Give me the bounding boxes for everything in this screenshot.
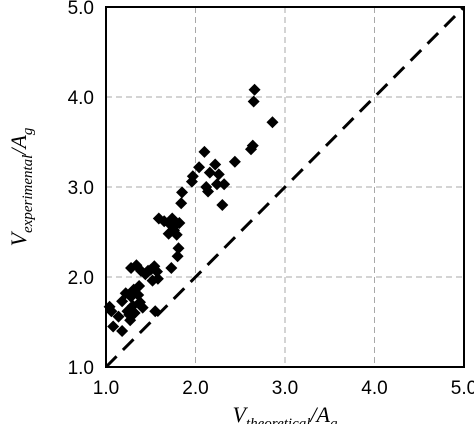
y-tick-label-4: 5.0 bbox=[68, 0, 94, 19]
data-point-27 bbox=[151, 265, 164, 278]
data-point-26 bbox=[149, 305, 162, 318]
data-point-46 bbox=[198, 145, 211, 158]
data-point-57 bbox=[246, 139, 259, 152]
plot-frame bbox=[105, 6, 465, 368]
data-point-40 bbox=[173, 217, 186, 229]
data-point-28 bbox=[151, 272, 164, 285]
data-point-41 bbox=[175, 197, 188, 210]
x-tick-label-1: 2.0 bbox=[182, 378, 208, 399]
x-tick-label-2: 3.0 bbox=[272, 378, 298, 399]
y-tick-label-0: 1.0 bbox=[68, 358, 94, 379]
data-point-2 bbox=[107, 320, 120, 333]
data-point-14 bbox=[128, 307, 141, 319]
reference-line-1-to-1 bbox=[104, 5, 466, 369]
y-axis-label: Vexperimental/Ag bbox=[6, 127, 36, 246]
y-tick-label-3: 4.0 bbox=[68, 88, 94, 109]
data-point-42 bbox=[176, 186, 189, 199]
x-tick-label-3: 4.0 bbox=[361, 378, 387, 399]
data-point-4 bbox=[116, 325, 129, 337]
data-point-1 bbox=[105, 305, 118, 318]
y-tick-label-1: 2.0 bbox=[68, 268, 94, 289]
data-point-60 bbox=[266, 116, 279, 129]
axis-label-text: Vexperimental/Ag bbox=[6, 127, 36, 246]
y-tick-label-2: 3.0 bbox=[68, 178, 94, 199]
data-point-51 bbox=[210, 178, 223, 191]
tick-labels: 1.0 2.0 3.0 4.0 5.0 1.0 2.0 3.0 4.0 5.0 bbox=[68, 0, 474, 399]
data-point-17 bbox=[133, 280, 146, 292]
data-point-50 bbox=[209, 158, 222, 171]
data-point-33 bbox=[165, 262, 178, 274]
data-point-39 bbox=[172, 242, 185, 255]
data-point-54 bbox=[218, 178, 231, 191]
axis-label-text: Vtheoretical/Ag bbox=[233, 402, 338, 424]
data-point-3 bbox=[112, 310, 125, 323]
data-point-59 bbox=[248, 83, 261, 96]
data-point-38 bbox=[171, 250, 184, 263]
data-point-20 bbox=[136, 301, 149, 314]
data-points bbox=[103, 83, 279, 337]
x-tick-label-4: 5.0 bbox=[451, 378, 474, 399]
data-point-52 bbox=[212, 168, 225, 181]
data-point-48 bbox=[202, 185, 215, 198]
data-point-49 bbox=[203, 166, 216, 179]
data-point-53 bbox=[216, 199, 229, 211]
data-point-58 bbox=[247, 95, 260, 108]
data-point-55 bbox=[228, 155, 241, 168]
data-point-37 bbox=[170, 228, 183, 241]
data-point-45 bbox=[193, 161, 206, 174]
x-axis-label: Vtheoretical/Ag bbox=[233, 402, 338, 424]
x-tick-label-0: 1.0 bbox=[93, 378, 119, 399]
data-point-44 bbox=[186, 170, 199, 183]
